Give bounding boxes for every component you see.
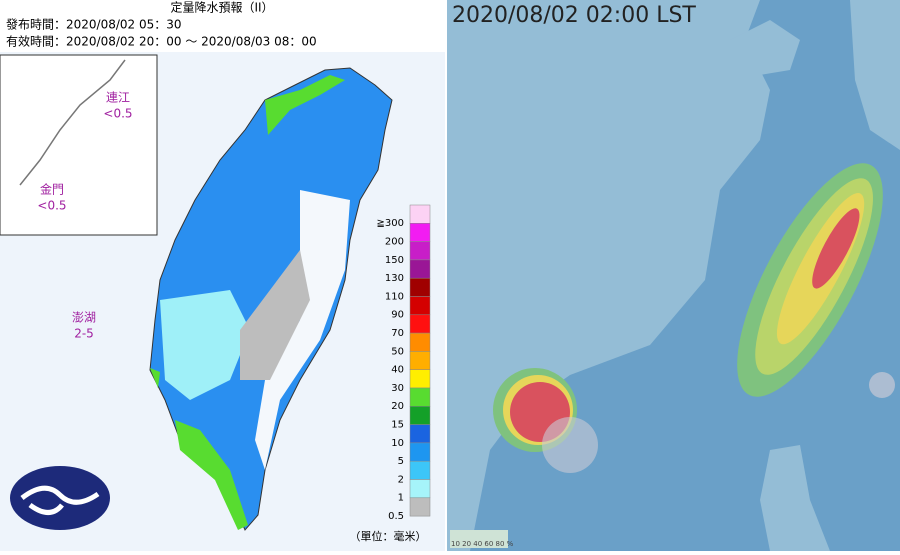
legend-swatch [409, 223, 431, 242]
valid-time: 有效時間：2020/08/02 20：00 ～ 2020/08/03 08：00 [6, 34, 317, 49]
legend-swatch [409, 369, 431, 389]
legend-label: 50 [391, 346, 404, 357]
dry-area [255, 190, 350, 470]
island-amount: 2-5 [74, 327, 94, 341]
legend-label: 90 [391, 310, 404, 321]
legend-label: 1 [398, 493, 404, 504]
legend-swatch [409, 479, 431, 499]
header-bg [0, 0, 445, 52]
legend-swatch [409, 424, 431, 444]
legend-swatch [409, 460, 431, 480]
legend-swatch [409, 259, 431, 279]
time-title: 2020/08/02 02:00 LST [452, 3, 696, 28]
legend-swatch [409, 332, 431, 352]
legend-swatch [409, 406, 431, 425]
typhoon-panel: 2020/08/02 02:00 LST 10 20 40 60 80 % [447, 0, 900, 551]
green-area-south [175, 420, 248, 530]
island-name: 金門 [40, 182, 64, 197]
legend-swatch [409, 277, 431, 297]
china-coast [19, 59, 126, 186]
island-labels: 連江 <0.5 金門 <0.5 澎湖 2-5 [37, 91, 132, 341]
light-rain-area [160, 290, 250, 400]
green-area-north [265, 75, 345, 135]
land-philippines [760, 445, 830, 551]
issued-time: 發布時間：2020/08/02 05：30 [6, 17, 182, 32]
inset-box [0, 54, 158, 236]
land-china [447, 0, 770, 551]
logo-swirl [20, 485, 100, 515]
legend-label: 30 [391, 383, 404, 394]
legend-label: 200 [385, 236, 404, 247]
island-amount: <0.5 [37, 199, 66, 213]
legend-swatch [409, 351, 431, 370]
unit-label: （單位：毫米） [350, 529, 427, 543]
island-name: 澎湖 [72, 310, 96, 325]
legend-label: 130 [385, 273, 404, 284]
legend: ≧300 200 150 130 110 90 70 50 40 30 20 15 10 5 2 1 0.5 [377, 204, 431, 522]
legend-label: 70 [391, 328, 404, 339]
legend-label: 40 [391, 365, 404, 376]
typhoon-cone-east [737, 163, 883, 397]
legend-swatch [409, 442, 431, 462]
legend-swatch [409, 241, 431, 261]
legend-label: 0.5 [388, 511, 404, 522]
map-title: 定量降水預報（II） [170, 0, 273, 15]
legend-label: ≧300 [377, 218, 404, 229]
prob-legend-bg [450, 530, 508, 548]
legend-swatch [409, 204, 431, 224]
legend-label: 15 [391, 419, 404, 430]
green-area-west [150, 368, 160, 388]
legend-swatch [409, 296, 431, 316]
rain-panel: 定量降水預報（II） 發布時間：2020/08/02 05：30 有效時間：20… [0, 0, 445, 551]
legend-label: 20 [391, 401, 404, 412]
storm-circle [869, 372, 895, 398]
storm-circle-west [542, 417, 598, 473]
legend-swatch [409, 314, 431, 334]
land-korea [850, 0, 900, 150]
legend-label: 10 [391, 438, 404, 449]
legend-swatch [409, 387, 431, 407]
legend-label: 2 [398, 474, 404, 485]
legend-swatch [409, 497, 431, 517]
island-name: 連江 [106, 91, 130, 105]
legend-label: 110 [385, 291, 404, 302]
prob-80 [812, 208, 860, 289]
island-amount: <0.5 [103, 107, 132, 121]
legend-label: 5 [398, 456, 404, 467]
legend-label: 150 [385, 255, 404, 266]
trace-area [240, 250, 310, 380]
divider [445, 0, 447, 551]
prob-legend: 10 20 40 60 80 % [451, 540, 514, 548]
land-north [730, 20, 800, 75]
